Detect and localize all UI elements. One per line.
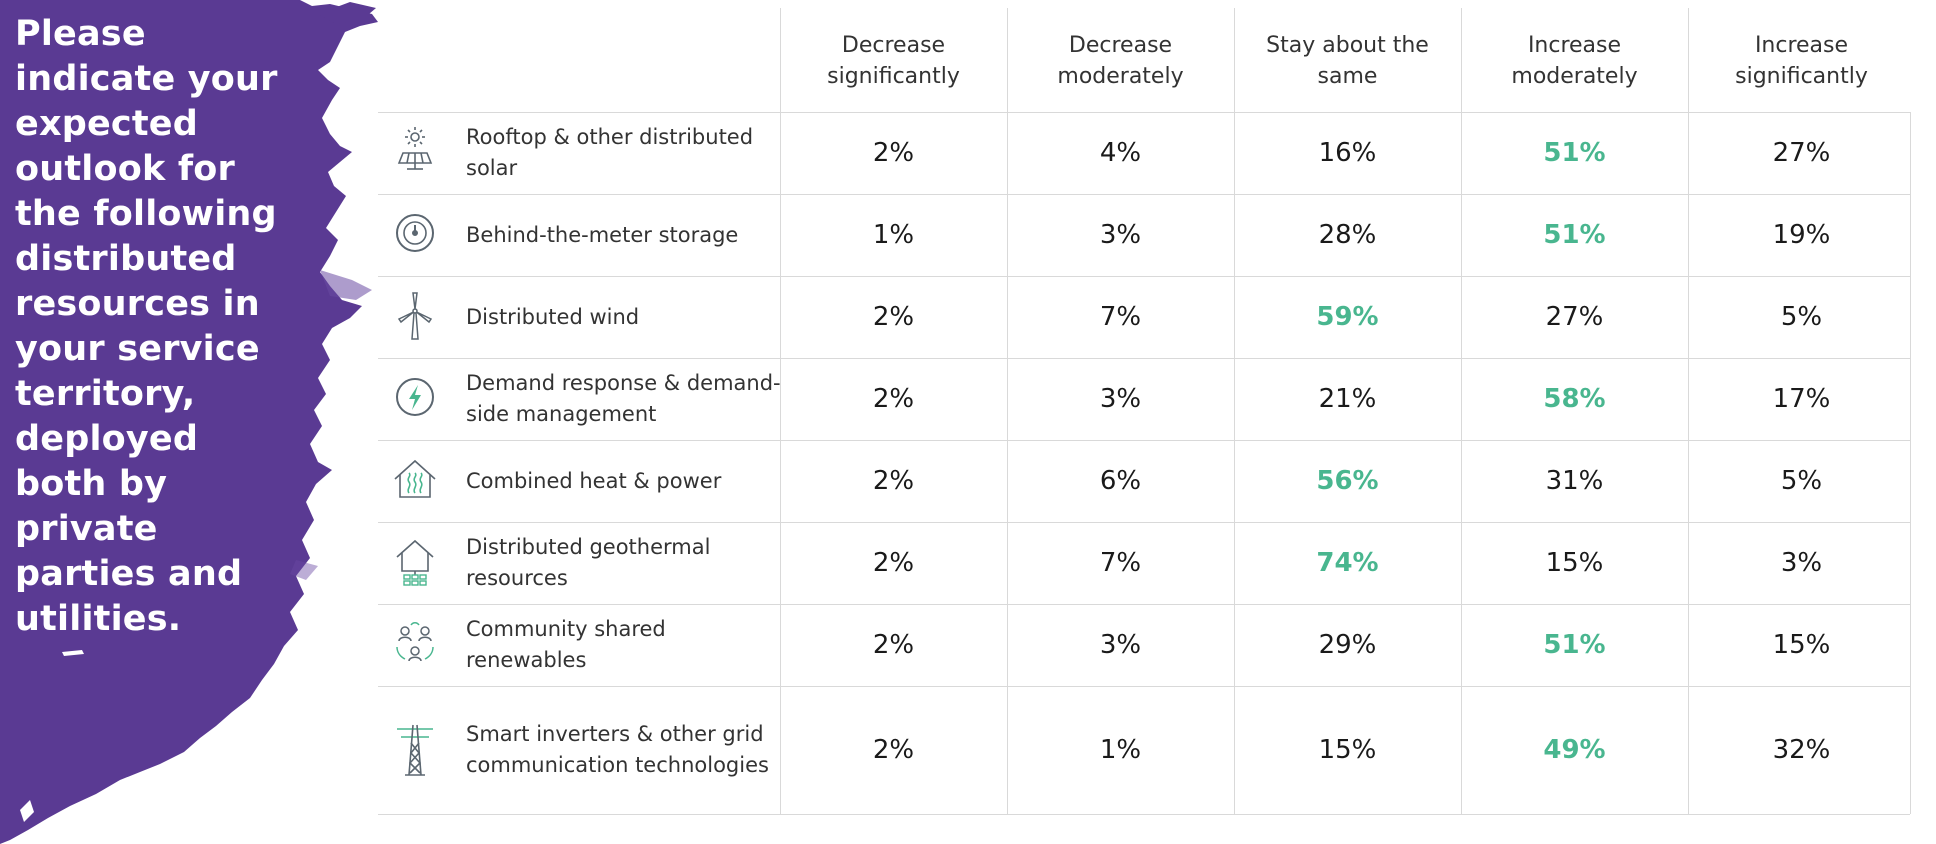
table-row: Community shared renewables 2% 3% 29% 51…	[378, 604, 1910, 686]
meter-gauge-icon	[386, 206, 444, 264]
row-divider	[378, 604, 1910, 605]
row-divider	[378, 194, 1910, 195]
community-people-icon	[386, 616, 444, 674]
row-label: Behind-the-meter storage	[466, 222, 739, 247]
table-cell-highlighted: 74%	[1316, 548, 1379, 578]
table-row: Combined heat & power 2% 6% 56% 31% 5%	[378, 440, 1910, 522]
table-cell: 1%	[1099, 735, 1142, 765]
table-cell: 17%	[1772, 384, 1831, 414]
row-label: Smart inverters & other grid communicati…	[466, 722, 769, 777]
column-divider	[1461, 8, 1462, 814]
row-divider	[378, 686, 1910, 687]
table-cell: 27%	[1545, 302, 1604, 332]
lightning-bolt-icon	[386, 370, 444, 428]
column-header-increase-significantly: Increase significantly	[1735, 33, 1868, 89]
table-cell: 2%	[872, 138, 915, 168]
table-cell: 2%	[872, 466, 915, 496]
table-cell-highlighted: 51%	[1543, 138, 1606, 168]
column-header-increase-moderately: Increase moderately	[1511, 33, 1638, 89]
table-row: Distributed wind 2% 7% 59% 27% 5%	[378, 276, 1910, 358]
table-cell: 21%	[1318, 384, 1377, 414]
table-cell: 19%	[1772, 220, 1831, 250]
row-divider	[378, 522, 1910, 523]
column-header-decrease-significantly: Decrease significantly	[827, 33, 960, 89]
table-row: Rooftop & other distributed solar 2% 4% …	[378, 112, 1910, 194]
question-panel: Please indicate your expected outlook fo…	[0, 0, 400, 844]
table-cell: 2%	[872, 735, 915, 765]
table-cell-highlighted: 51%	[1543, 220, 1606, 250]
column-divider	[1234, 8, 1235, 814]
column-divider	[780, 8, 781, 814]
table-cell-highlighted: 51%	[1543, 630, 1606, 660]
table-cell: 32%	[1772, 735, 1831, 765]
table-cell: 2%	[872, 548, 915, 578]
table-row: Behind-the-meter storage 1% 3% 28% 51% 1…	[378, 194, 1910, 276]
table-cell: 16%	[1318, 138, 1377, 168]
row-divider	[378, 276, 1910, 277]
row-divider	[378, 440, 1910, 441]
table-cell: 5%	[1780, 302, 1823, 332]
column-header-stay-about-same: Stay about the same	[1266, 33, 1429, 89]
table-cell: 3%	[1780, 548, 1823, 578]
table-cell: 29%	[1318, 630, 1377, 660]
table-cell: 3%	[1099, 630, 1142, 660]
table-cell-highlighted: 58%	[1543, 384, 1606, 414]
transmission-tower-icon	[386, 722, 444, 780]
table-row: Smart inverters & other grid communicati…	[378, 686, 1910, 814]
table-cell-highlighted: 59%	[1316, 302, 1379, 332]
column-divider	[1688, 8, 1689, 814]
table-cell: 15%	[1772, 630, 1831, 660]
row-label: Combined heat & power	[466, 468, 722, 493]
row-label: Community shared renewables	[466, 617, 666, 672]
column-header-decrease-moderately: Decrease moderately	[1057, 33, 1184, 89]
column-divider	[1007, 8, 1008, 814]
solar-panel-icon	[386, 124, 444, 182]
row-label: Demand response & demand-side management	[466, 371, 781, 426]
table-cell: 31%	[1545, 466, 1604, 496]
column-divider	[1910, 112, 1911, 814]
table-row: Demand response & demand-side management…	[378, 358, 1910, 440]
table-cell: 7%	[1099, 548, 1142, 578]
table-cell: 15%	[1318, 735, 1377, 765]
table-cell: 3%	[1099, 384, 1142, 414]
row-label: Rooftop & other distributed solar	[466, 125, 754, 180]
table-cell: 6%	[1099, 466, 1142, 496]
table-cell: 2%	[872, 302, 915, 332]
table-cell: 27%	[1772, 138, 1831, 168]
table-cell: 3%	[1099, 220, 1142, 250]
row-divider	[378, 112, 1910, 113]
table-cell: 2%	[872, 384, 915, 414]
house-heat-icon	[386, 452, 444, 510]
table-cell: 7%	[1099, 302, 1142, 332]
row-divider	[378, 814, 1910, 815]
geothermal-house-icon	[386, 534, 444, 592]
row-label: Distributed geothermal resources	[466, 535, 711, 590]
table-cell: 1%	[872, 220, 915, 250]
table-cell-highlighted: 56%	[1316, 466, 1379, 496]
wind-turbine-icon	[386, 288, 444, 346]
table-cell: 4%	[1099, 138, 1142, 168]
table-row: Distributed geothermal resources 2% 7% 7…	[378, 522, 1910, 604]
row-divider	[378, 358, 1910, 359]
purple-brush-background	[0, 0, 378, 844]
table-cell: 15%	[1545, 548, 1604, 578]
table-cell: 28%	[1318, 220, 1377, 250]
table-cell-highlighted: 49%	[1543, 735, 1606, 765]
table-cell: 5%	[1780, 466, 1823, 496]
question-text: Please indicate your expected outlook fo…	[15, 14, 278, 639]
row-label: Distributed wind	[466, 304, 640, 329]
table-cell: 2%	[872, 630, 915, 660]
